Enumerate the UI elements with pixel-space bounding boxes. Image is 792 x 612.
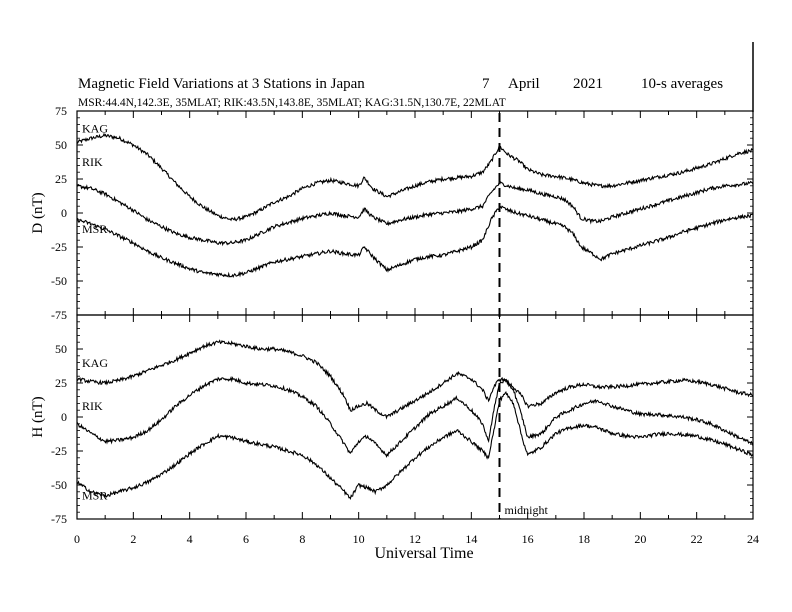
series-label-kag: KAG xyxy=(82,121,108,135)
date-year: 2021 xyxy=(573,76,603,92)
series-line-1-msr xyxy=(76,391,754,500)
date-month: April xyxy=(508,76,540,92)
x-axis-label: Universal Time xyxy=(374,545,473,562)
y-tick-label: 25 xyxy=(55,376,67,390)
y-tick-label: -25 xyxy=(51,240,67,254)
series-label-rik: RIK xyxy=(82,155,103,169)
series-labels: KAG RIK MSR KAG RIK MSR xyxy=(82,121,108,502)
y-tick-label: 0 xyxy=(61,410,67,424)
y-axis-label-h: H (nT) xyxy=(30,396,46,437)
y-tick-label: 50 xyxy=(55,138,67,152)
series-line-1-rik xyxy=(76,375,754,458)
y-tick-label: -50 xyxy=(51,274,67,288)
midnight-label: midnight xyxy=(505,503,549,517)
x-tick-label: 16 xyxy=(522,532,534,546)
y-tick-label: 75 xyxy=(55,104,67,118)
series-line-0-msr xyxy=(76,205,754,279)
y-tick-label: -50 xyxy=(51,478,67,492)
series-line-0-rik xyxy=(76,180,754,247)
x-tick-label: 20 xyxy=(634,532,646,546)
x-tick-label: 6 xyxy=(243,532,249,546)
x-tick-label: 4 xyxy=(187,532,193,546)
x-tick-label: 8 xyxy=(299,532,305,546)
panel-h-frame xyxy=(76,314,754,520)
y-tick-label: 50 xyxy=(55,342,67,356)
series-lines xyxy=(76,132,754,500)
y-tick-label: 0 xyxy=(61,206,67,220)
x-tick-label: 24 xyxy=(747,532,759,546)
series-label-msr: MSR xyxy=(82,488,107,502)
series-line-1-kag xyxy=(76,339,754,420)
x-tick-label: 14 xyxy=(465,532,477,546)
date-day: 7 xyxy=(482,76,490,92)
series-label-kag: KAG xyxy=(82,356,108,370)
y-tick-label: -25 xyxy=(51,444,67,458)
y-tick-label: -75 xyxy=(51,512,67,526)
averaging-label: 10-s averages xyxy=(641,76,723,92)
x-tick-label: 10 xyxy=(353,532,365,546)
panel-d-frame xyxy=(76,110,754,316)
x-tick-label: 22 xyxy=(691,532,703,546)
chart-title: Magnetic Field Variations at 3 Stations … xyxy=(78,76,365,92)
series-label-rik: RIK xyxy=(82,399,103,413)
x-tick-label: 18 xyxy=(578,532,590,546)
y-axis-label-d: D (nT) xyxy=(30,192,46,233)
x-tick-label: 12 xyxy=(409,532,421,546)
x-tick-label: 0 xyxy=(74,532,80,546)
series-label-msr: MSR xyxy=(82,222,107,236)
y-tick-label: -75 xyxy=(51,308,67,322)
x-tick-label: 2 xyxy=(130,532,136,546)
y-tick-label: 25 xyxy=(55,172,67,186)
series-line-0-kag xyxy=(76,132,754,222)
stations-info: MSR:44.4N,142.3E, 35MLAT; RIK:43.5N,143.… xyxy=(78,97,506,109)
